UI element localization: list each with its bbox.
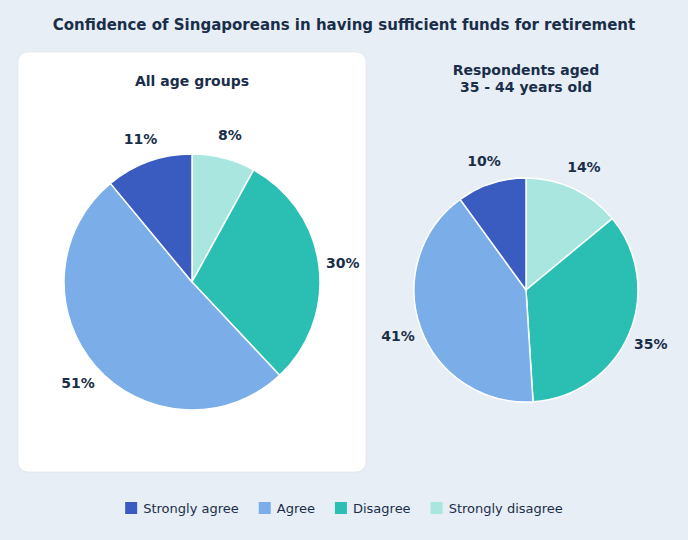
legend: Strongly agree Agree Disagree Strongly disa…: [125, 501, 563, 516]
legend-swatch: [259, 502, 271, 514]
pie-chart: Respondents aged35 - 44 years old 14% 35% 4…: [381, 62, 667, 402]
chart-title-line: All age groups: [135, 73, 249, 89]
background: [0, 0, 688, 540]
data-label: 30%: [326, 255, 360, 271]
pie-chart: All age groups 8% 30% 51% 11%: [61, 73, 359, 410]
chart-root: Confidence of Singaporeans in having suf…: [0, 0, 688, 540]
data-label: 14%: [567, 159, 601, 175]
legend-swatch: [335, 502, 347, 514]
chart-title-line: Respondents aged: [453, 62, 600, 78]
legend-label: Strongly disagree: [449, 501, 563, 516]
data-label: 11%: [124, 131, 158, 147]
data-label: 51%: [61, 375, 95, 391]
legend-label: Agree: [277, 501, 315, 516]
pie-slice: [110, 154, 192, 282]
chart-title: Respondents aged35 - 44 years old: [453, 62, 600, 95]
title: Confidence of Singaporeans in having suf…: [53, 16, 635, 34]
data-label: 35%: [634, 336, 668, 352]
pie-slice: [460, 178, 526, 290]
chart-title: All age groups: [135, 73, 249, 89]
data-label: 8%: [218, 127, 242, 143]
card: [18, 52, 366, 472]
legend-label: Disagree: [353, 501, 411, 516]
legend-swatch: [431, 502, 443, 514]
chart-title-line: 35 - 44 years old: [460, 79, 592, 95]
data-label: 10%: [467, 153, 501, 169]
legend-swatch: [125, 502, 137, 514]
legend-label: Strongly agree: [143, 501, 239, 516]
data-label: 41%: [381, 328, 415, 344]
pie-slice: [526, 219, 638, 402]
